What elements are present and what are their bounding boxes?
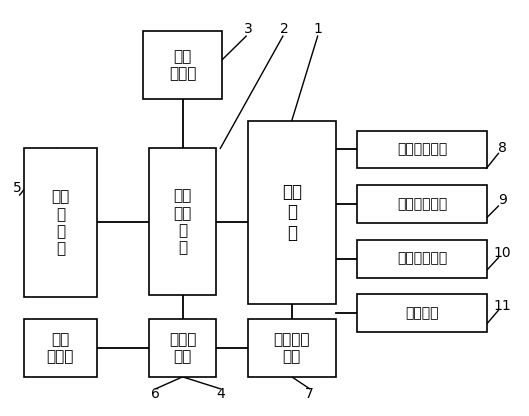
Text: 通信
服务器: 通信 服务器 [169, 49, 196, 81]
Text: 6: 6 [151, 387, 160, 401]
Bar [149, 319, 216, 377]
Bar [358, 295, 487, 332]
Text: 加密模块: 加密模块 [405, 306, 439, 320]
Bar [149, 149, 216, 295]
Text: 量子解析模块: 量子解析模块 [397, 142, 447, 156]
Text: 8: 8 [498, 141, 507, 156]
Text: 云存储
模块: 云存储 模块 [169, 332, 196, 364]
Bar [358, 185, 487, 223]
Text: 1: 1 [313, 22, 322, 36]
Bar [248, 319, 335, 377]
Text: 4: 4 [216, 387, 225, 401]
Bar [358, 240, 487, 277]
Bar [143, 31, 222, 99]
Text: 3: 3 [244, 22, 252, 36]
Text: 2: 2 [280, 22, 289, 36]
Text: 7: 7 [305, 387, 314, 401]
Text: 主控
模
块: 主控 模 块 [282, 183, 302, 242]
Text: 5: 5 [13, 181, 22, 195]
Text: 11: 11 [494, 300, 511, 313]
Text: 10: 10 [494, 246, 511, 260]
Bar [248, 121, 335, 305]
Bar [24, 319, 97, 377]
Text: 交互
客
户
端: 交互 客 户 端 [51, 189, 69, 257]
Text: 通信评估
模块: 通信评估 模块 [273, 332, 310, 364]
Text: 后台
服务器: 后台 服务器 [47, 332, 74, 364]
Text: 量子调制模块: 量子调制模块 [397, 252, 447, 266]
Bar [358, 131, 487, 168]
Text: 量子编码模块: 量子编码模块 [397, 197, 447, 211]
Text: 9: 9 [498, 193, 507, 207]
Bar [24, 149, 97, 297]
Text: 网络
通信
模
块: 网络 通信 模 块 [174, 188, 191, 255]
